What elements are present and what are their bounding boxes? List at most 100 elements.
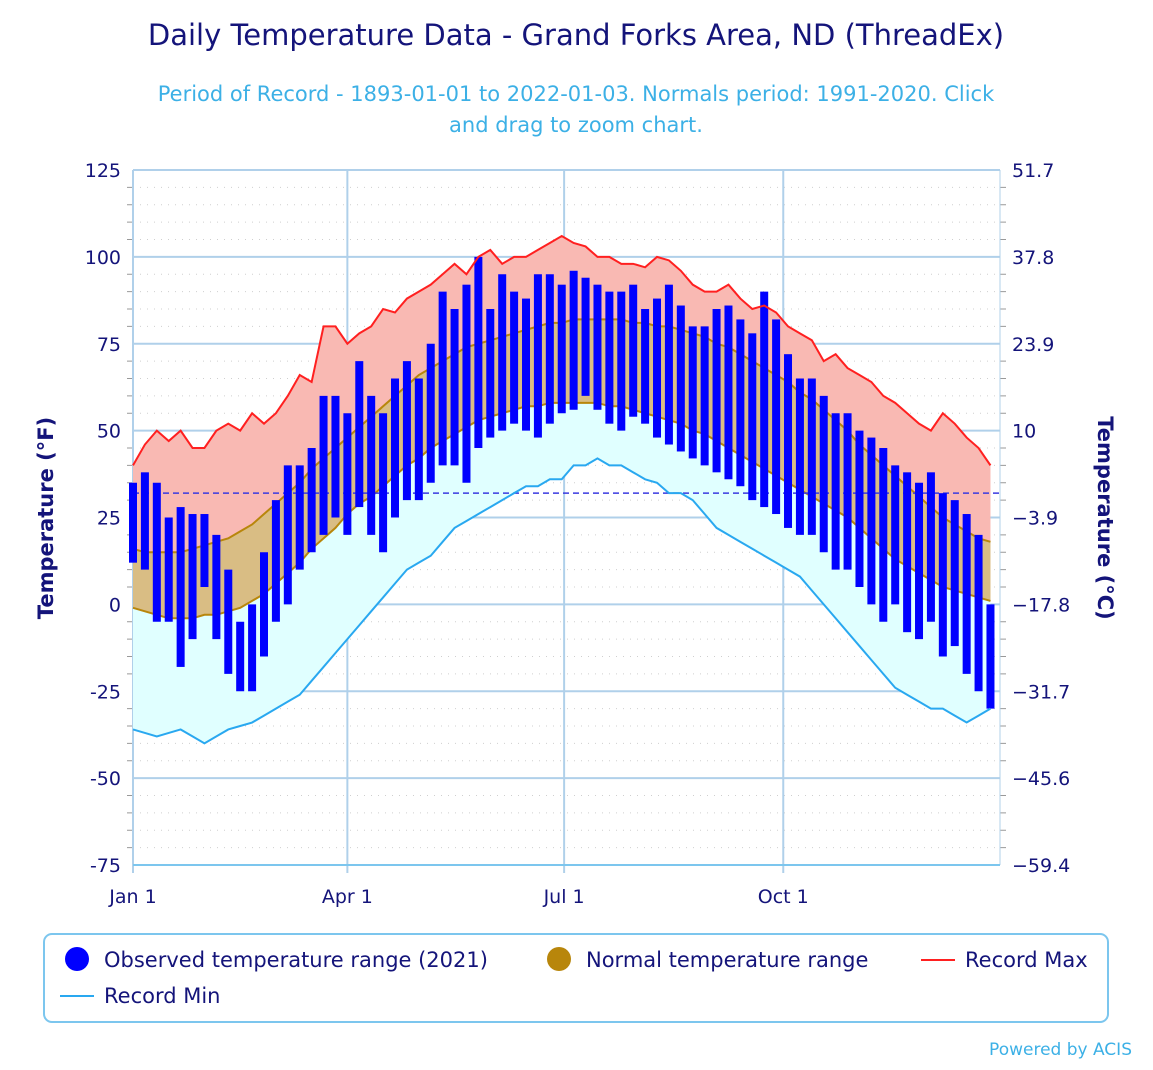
observed-range-bar[interactable] [545, 274, 554, 424]
y-tick-label-left: 75 [97, 334, 121, 356]
observed-range-bar[interactable] [402, 361, 411, 501]
observed-range-bar[interactable] [795, 378, 804, 535]
observed-range-bar[interactable] [605, 291, 614, 424]
observed-range-bar[interactable] [164, 517, 173, 622]
observed-range-bar[interactable] [140, 472, 149, 570]
observed-range-bar[interactable] [343, 413, 352, 535]
observed-range-bar[interactable] [724, 305, 733, 480]
observed-range-bar[interactable] [641, 309, 650, 424]
legend-label-observed: Observed temperature range (2021) [104, 948, 488, 972]
y-tick-label-right: −45.6 [1012, 768, 1070, 790]
observed-range-bar[interactable] [772, 319, 781, 515]
observed-range-bar[interactable] [224, 569, 233, 674]
record-min-line[interactable] [132, 457, 991, 745]
observed-range-bar[interactable] [462, 284, 471, 483]
observed-range-bar[interactable] [784, 354, 793, 528]
chart-subtitle-line1: Period of Record - 1893-01-01 to 2022-01… [158, 82, 995, 106]
observed-range-bar[interactable] [891, 465, 900, 605]
observed-range-bar[interactable] [200, 514, 209, 587]
observed-range-bar[interactable] [974, 534, 983, 692]
chart-subtitle-line2: and drag to zoom chart. [449, 113, 703, 137]
observed-range-bar[interactable] [557, 284, 566, 414]
powered-by-acis-link[interactable]: Powered by ACIS [989, 1040, 1132, 1060]
observed-range-bar[interactable] [319, 395, 328, 535]
observed-range-bar[interactable] [831, 413, 840, 570]
observed-range-bar[interactable] [271, 500, 280, 622]
observed-range-bar[interactable] [295, 465, 304, 570]
y-tick-label-left: 125 [85, 160, 121, 182]
y-axis-label-left: Temperature (°F) [34, 417, 58, 619]
x-tick-label: Apr 1 [322, 886, 373, 908]
observed-marker-icon [65, 947, 89, 971]
y-axis-label-right: Temperature (°C) [1093, 416, 1117, 619]
observed-range-bar[interactable] [843, 413, 852, 570]
observed-range-bar[interactable] [736, 319, 745, 487]
observed-range-bar[interactable] [152, 482, 161, 622]
y-tick-label-right: −59.4 [1012, 855, 1070, 877]
observed-range-bar[interactable] [450, 309, 459, 466]
observed-range-bar[interactable] [629, 284, 638, 417]
observed-range-bar[interactable] [510, 291, 519, 424]
observed-range-bar[interactable] [926, 472, 935, 622]
record-max-line[interactable] [132, 234, 992, 466]
observed-range-bar[interactable] [498, 274, 507, 431]
legend-item-record-max[interactable]: Record Max [921, 948, 1088, 972]
observed-range-bar[interactable] [129, 482, 137, 563]
observed-range-bar[interactable] [331, 395, 340, 518]
observed-range-bar[interactable] [807, 378, 816, 535]
observed-range-bar[interactable] [533, 274, 542, 438]
observed-range-bar[interactable] [212, 534, 221, 640]
observed-range-bar[interactable] [569, 270, 578, 410]
x-tick-label: Jul 1 [543, 886, 585, 908]
observed-range-bar[interactable] [522, 298, 531, 431]
observed-range-bar[interactable] [962, 514, 971, 674]
observed-range-bar[interactable] [700, 326, 709, 466]
observed-range-bar[interactable] [760, 291, 769, 508]
observed-range-bar[interactable] [986, 604, 995, 709]
observed-range-bar[interactable] [367, 395, 376, 535]
observed-range-bar[interactable] [855, 430, 864, 587]
observed-range-bar[interactable] [593, 284, 602, 410]
observed-range-bar[interactable] [438, 291, 447, 466]
observed-range-bar[interactable] [486, 309, 495, 438]
observed-range-bar[interactable] [688, 326, 697, 459]
observed-range-bar[interactable] [950, 500, 959, 647]
observed-range-bar[interactable] [188, 514, 197, 640]
observed-range-bar[interactable] [379, 413, 388, 553]
observed-range-bar[interactable] [355, 361, 364, 508]
normal-marker-icon [547, 947, 571, 971]
legend-item-record-min[interactable]: Record Min [60, 984, 221, 1008]
observed-range-bar[interactable] [391, 378, 400, 518]
observed-range-bar[interactable] [915, 482, 924, 640]
observed-range-bar[interactable] [283, 465, 292, 605]
observed-range-bar[interactable] [879, 448, 888, 622]
y-tick-label-left: 50 [97, 421, 121, 443]
observed-range-bar[interactable] [236, 621, 245, 692]
observed-range-bar[interactable] [867, 437, 876, 605]
observed-range-bar[interactable] [748, 333, 757, 501]
observed-range-bar[interactable] [938, 493, 947, 657]
observed-range-bar[interactable] [307, 448, 316, 553]
legend-item-normal[interactable]: Normal temperature range [547, 947, 868, 972]
observed-range-bar[interactable] [248, 604, 257, 692]
observed-range-bar[interactable] [474, 256, 483, 448]
x-tick-label: Jan 1 [108, 886, 156, 908]
observed-range-bar[interactable] [581, 277, 590, 396]
observed-range-bar[interactable] [617, 291, 626, 431]
observed-range-bar[interactable] [903, 472, 912, 633]
observed-range-bar[interactable] [426, 343, 435, 483]
observed-range-bar[interactable] [176, 507, 185, 667]
observed-range-bar[interactable] [676, 305, 685, 452]
observed-range-bar[interactable] [712, 309, 721, 473]
legend: Observed temperature range (2021) Normal… [43, 933, 1109, 1023]
observed-range-bar[interactable] [819, 395, 828, 553]
observed-range-bar[interactable] [414, 378, 423, 501]
y-tick-label-right: 10 [1012, 421, 1036, 443]
y-tick-label-right: −3.9 [1012, 508, 1058, 530]
legend-item-observed[interactable]: Observed temperature range (2021) [65, 947, 488, 972]
observed-range-bar[interactable] [260, 552, 269, 657]
observed-range-bar[interactable] [653, 298, 662, 438]
y-tick-label-right: −17.8 [1012, 594, 1070, 616]
observed-range-bar[interactable] [664, 284, 673, 445]
